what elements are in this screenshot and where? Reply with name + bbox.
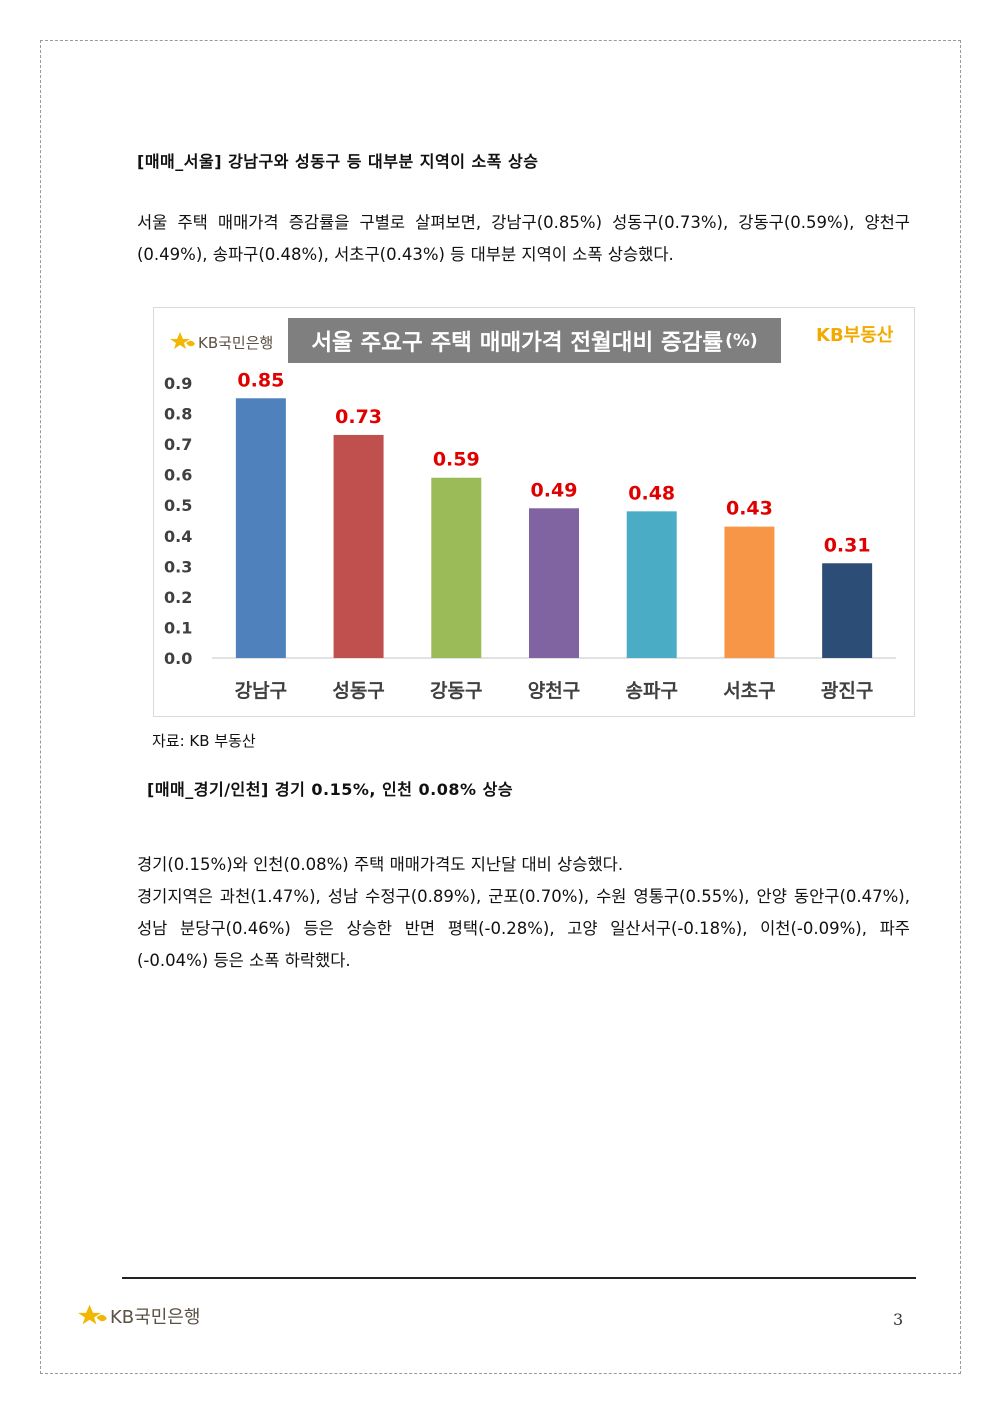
section-heading-gyeonggi: [매매_경기/인천] 경기 0.15%, 인천 0.08% 상승: [147, 780, 514, 799]
kb-star-icon: [170, 330, 196, 354]
x-category-label: 강동구: [430, 680, 482, 702]
chart-title: 서울 주요구 주택 매매가격 전월대비 증감률 (%): [288, 318, 781, 363]
y-tick-label: 0.6: [164, 466, 192, 485]
kb-star-icon: [78, 1302, 108, 1330]
bar-6: [724, 526, 775, 658]
y-tick-label: 0.4: [164, 527, 192, 546]
paragraph-seoul-text: 서울 주택 매매가격 증감률을 구별로 살펴보면, 강남구(0.85%) 성동구…: [137, 213, 910, 264]
footer-kb-logo: KB국민은행: [78, 1302, 200, 1330]
y-tick-label: 0.9: [164, 374, 192, 393]
x-category-label: 양천구: [528, 680, 580, 702]
chart-kb-logo-text: KB국민은행: [198, 333, 274, 352]
y-tick-label: 0.5: [164, 496, 192, 515]
x-category-label: 송파구: [625, 680, 677, 702]
page-frame: [40, 40, 961, 1374]
y-tick-label: 0.8: [164, 405, 192, 424]
bar-7: [822, 563, 873, 658]
bar-1: [235, 398, 286, 658]
chart-title-unit: (%): [725, 330, 758, 351]
paragraph-gyeonggi-line1: 경기(0.15%)와 인천(0.08%) 주택 매매가격도 지난달 대비 상승했…: [137, 855, 624, 874]
source-note: 자료: KB 부동산: [152, 732, 256, 750]
data-label: 0.43: [726, 498, 773, 520]
footer-kb-logo-text: KB국민은행: [110, 1307, 201, 1328]
chart-kb-logo: KB국민은행: [170, 330, 273, 354]
data-label: 0.85: [237, 369, 284, 391]
section-heading-seoul: [매매_서울] 강남구와 성동구 등 대부분 지역이 소폭 상승: [137, 152, 539, 171]
x-category-label: 성동구: [332, 680, 384, 702]
bar-4: [529, 508, 579, 658]
chart-title-main: 서울 주요구 주택 매매가격 전월대비 증감률: [311, 329, 724, 356]
bar-3: [431, 477, 482, 658]
page-number: 3: [893, 1310, 904, 1329]
y-tick-label: 0.3: [164, 557, 192, 576]
y-tick-label: 0.7: [164, 435, 192, 454]
data-label: 0.73: [335, 406, 382, 428]
x-category-label: 강남구: [235, 680, 287, 702]
data-label: 0.48: [628, 482, 675, 504]
paragraph-gyeonggi-line2: 경기지역은 과천(1.47%), 성남 수정구(0.89%), 군포(0.70%…: [137, 887, 910, 970]
kb-realestate-brand: KB부동산: [816, 325, 894, 346]
data-label: 0.31: [824, 534, 871, 556]
bar-chart: 0.0 0.1 0.2 0.3 0.4 0.5 0.6 0.7 0.8 0.9 0.85 강남구 0.7…: [164, 369, 896, 702]
x-category-label: 서초구: [723, 680, 775, 702]
data-label: 0.59: [433, 449, 480, 471]
y-tick-label: 0.0: [164, 649, 192, 668]
paragraph-gyeonggi: 경기(0.15%)와 인천(0.08%) 주택 매매가격도 지난달 대비 상승했…: [137, 849, 910, 977]
x-category-label: 광진구: [821, 680, 873, 702]
paragraph-seoul: 서울 주택 매매가격 증감률을 구별로 살펴보면, 강남구(0.85%) 성동구…: [137, 207, 910, 271]
bar-5: [626, 511, 677, 658]
data-label: 0.49: [531, 479, 578, 501]
y-tick-label: 0.2: [164, 588, 192, 607]
bar-2: [333, 434, 384, 658]
y-tick-label: 0.1: [164, 618, 192, 637]
footer-divider: [122, 1277, 916, 1279]
